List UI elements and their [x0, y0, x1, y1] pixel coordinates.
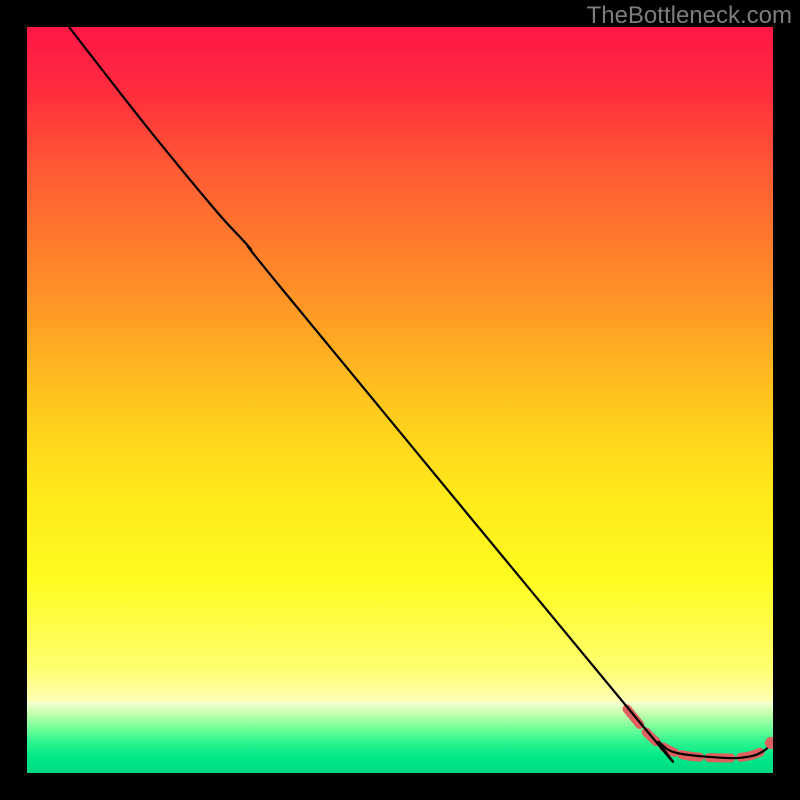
chart-canvas: TheBottleneck.com [0, 0, 800, 800]
bottleneck-curve [69, 27, 773, 762]
plot-area [27, 27, 773, 773]
dashed-highlight-segment [627, 709, 763, 758]
curve-overlay [27, 27, 773, 773]
watermark-text: TheBottleneck.com [587, 2, 792, 30]
curve-end-dot [765, 737, 773, 749]
